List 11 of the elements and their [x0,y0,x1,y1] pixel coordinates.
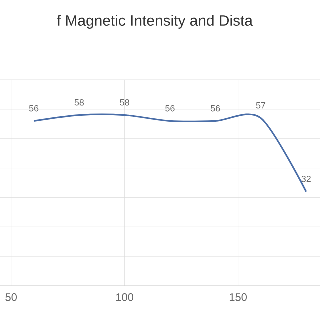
data-label: 58 [120,99,130,106]
chart-title: f Magnetic Intensity and Dista [57,15,253,29]
x-tick-label: 150 [230,294,247,302]
x-tick-label: 50 [6,294,17,302]
data-label: 58 [74,99,84,106]
data-label: 56 [166,105,175,112]
data-label: 56 [210,105,220,112]
data-label: 56 [29,105,39,112]
x-tick-label: 100 [116,294,134,302]
data-label: 32 [302,176,311,182]
data-label: 57 [256,102,266,109]
